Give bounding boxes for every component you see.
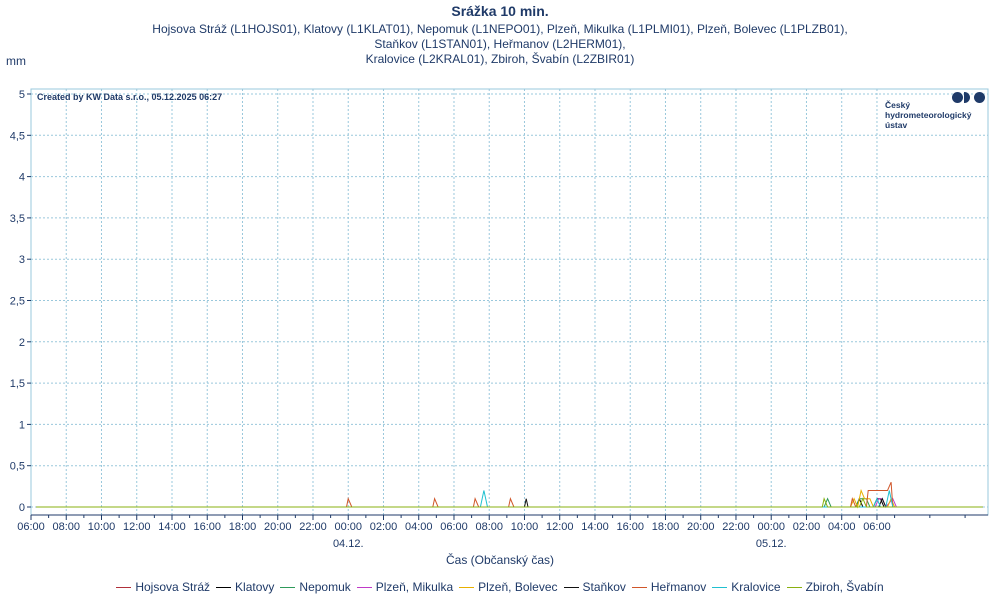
x-tick-label: 16:00 [616,521,644,533]
logo-line: ústav [885,120,908,130]
legend-item[interactable]: Kralovice [712,580,781,594]
x-tick-label: 06:00 [863,521,891,533]
legend-label: Nepomuk [299,580,351,594]
y-axis-label: mm [6,54,26,68]
x-tick-label: 18:00 [652,521,680,533]
legend-label: Staňkov [582,580,626,594]
x-tick-label: 12:00 [546,521,574,533]
x-tick-label: 20:00 [687,521,715,533]
y-tick-label: 3,5 [10,213,25,225]
legend-swatch [116,586,132,588]
legend-item[interactable]: Staňkov [563,580,626,594]
legend-label: Plzeň, Bolevec [478,580,558,594]
chart-title: Srážka 10 min. [451,3,549,19]
subtitle-line-1: Hojsova Stráž (L1HOJS01), Klatovy (L1KLA… [152,22,848,51]
y-tick-label: 2 [19,337,25,349]
legend-label: Klatovy [235,580,275,594]
legend: Hojsova Stráž Klatovy Nepomuk Plzeň, Mikulk… [0,580,1000,594]
logo-text: Český hydrometeorologický ústav [885,100,971,130]
date-label: 04.12. [333,538,364,550]
logo-dots-icon [952,90,986,108]
x-tick-label: 16:00 [193,521,221,533]
legend-swatch [459,586,475,588]
y-tick-label: 0,5 [10,461,25,473]
x-tick-label: 20:00 [264,521,292,533]
x-tick-label: 12:00 [123,521,151,533]
y-tick-label: 4 [19,172,25,184]
legend-label: Heřmanov [650,580,707,594]
legend-swatch [280,586,296,588]
x-tick-label: 14:00 [581,521,609,533]
x-tick-label: 08:00 [52,521,80,533]
tick-labels: 0 0,5 1 1,5 2 2,5 3 3,5 4 4,5 5 06:00 08:00 10:00 12:0… [10,89,891,550]
legend-item[interactable]: Nepomuk [280,580,351,594]
legend-label: Hojsova Stráž [135,580,211,594]
y-tick-label: 3 [19,254,25,266]
chart-subtitle: Hojsova Stráž (L1HOJS01), Klatovy (L1KLA… [150,22,850,67]
legend-item[interactable]: Plzeň, Mikulka [356,580,454,594]
subtitle-line-2: Kralovice (L2KRAL01), Zbiroh, Švabín (L2… [365,52,635,66]
logo-line: Český [885,100,911,110]
legend-label: Kralovice [731,580,781,594]
legend-swatch [216,586,232,588]
legend-swatch [786,586,802,588]
series-line [36,497,983,508]
series-group [36,482,983,509]
x-tick-label: 02:00 [793,521,821,533]
legend-swatch [563,586,579,588]
y-tick-label: 0 [19,502,25,514]
x-tick-label: 00:00 [757,521,785,533]
x-tick-label: 22:00 [722,521,750,533]
y-tick-label: 2,5 [10,296,25,308]
grid [30,88,989,516]
x-tick-label: 22:00 [299,521,327,533]
x-tick-label: 02:00 [370,521,398,533]
x-tick-label: 08:00 [475,521,503,533]
x-tick-label: 06:00 [440,521,468,533]
x-tick-label: 14:00 [158,521,186,533]
series-line [36,482,983,508]
axes [27,93,988,520]
date-label: 05.12. [756,538,787,550]
logo-line: hydrometeorologický [885,110,972,120]
x-tick-label: 10:00 [88,521,116,533]
legend-swatch [712,586,728,588]
y-tick-label: 1,5 [10,378,25,390]
legend-label: Zbiroh, Švabín [805,580,884,594]
x-tick-label: 04:00 [828,521,856,533]
legend-item[interactable]: Plzeň, Bolevec [459,580,558,594]
y-tick-label: 4,5 [10,130,25,142]
legend-item[interactable]: Klatovy [216,580,274,594]
x-tick-label: 00:00 [334,521,362,533]
y-tick-label: 1 [19,419,25,431]
plot-frame [30,88,989,516]
credit-text: Created by KW Data s.r.o., 05.12.2025 06… [37,92,223,102]
y-tick-label: 5 [19,89,25,101]
legend-item[interactable]: Hojsova Stráž [116,580,210,594]
x-tick-label: 04:00 [405,521,433,533]
legend-item[interactable]: Heřmanov [631,580,707,594]
legend-label: Plzeň, Mikulka [375,580,454,594]
x-tick-label: 10:00 [511,521,539,533]
x-tick-label: 18:00 [229,521,257,533]
x-tick-label: 06:00 [17,521,45,533]
legend-item[interactable]: Zbiroh, Švabín [786,580,884,594]
x-axis-label: Čas (Občanský čas) [445,553,555,567]
legend-swatch [356,586,372,588]
series-line [36,490,983,508]
legend-swatch [631,586,647,588]
